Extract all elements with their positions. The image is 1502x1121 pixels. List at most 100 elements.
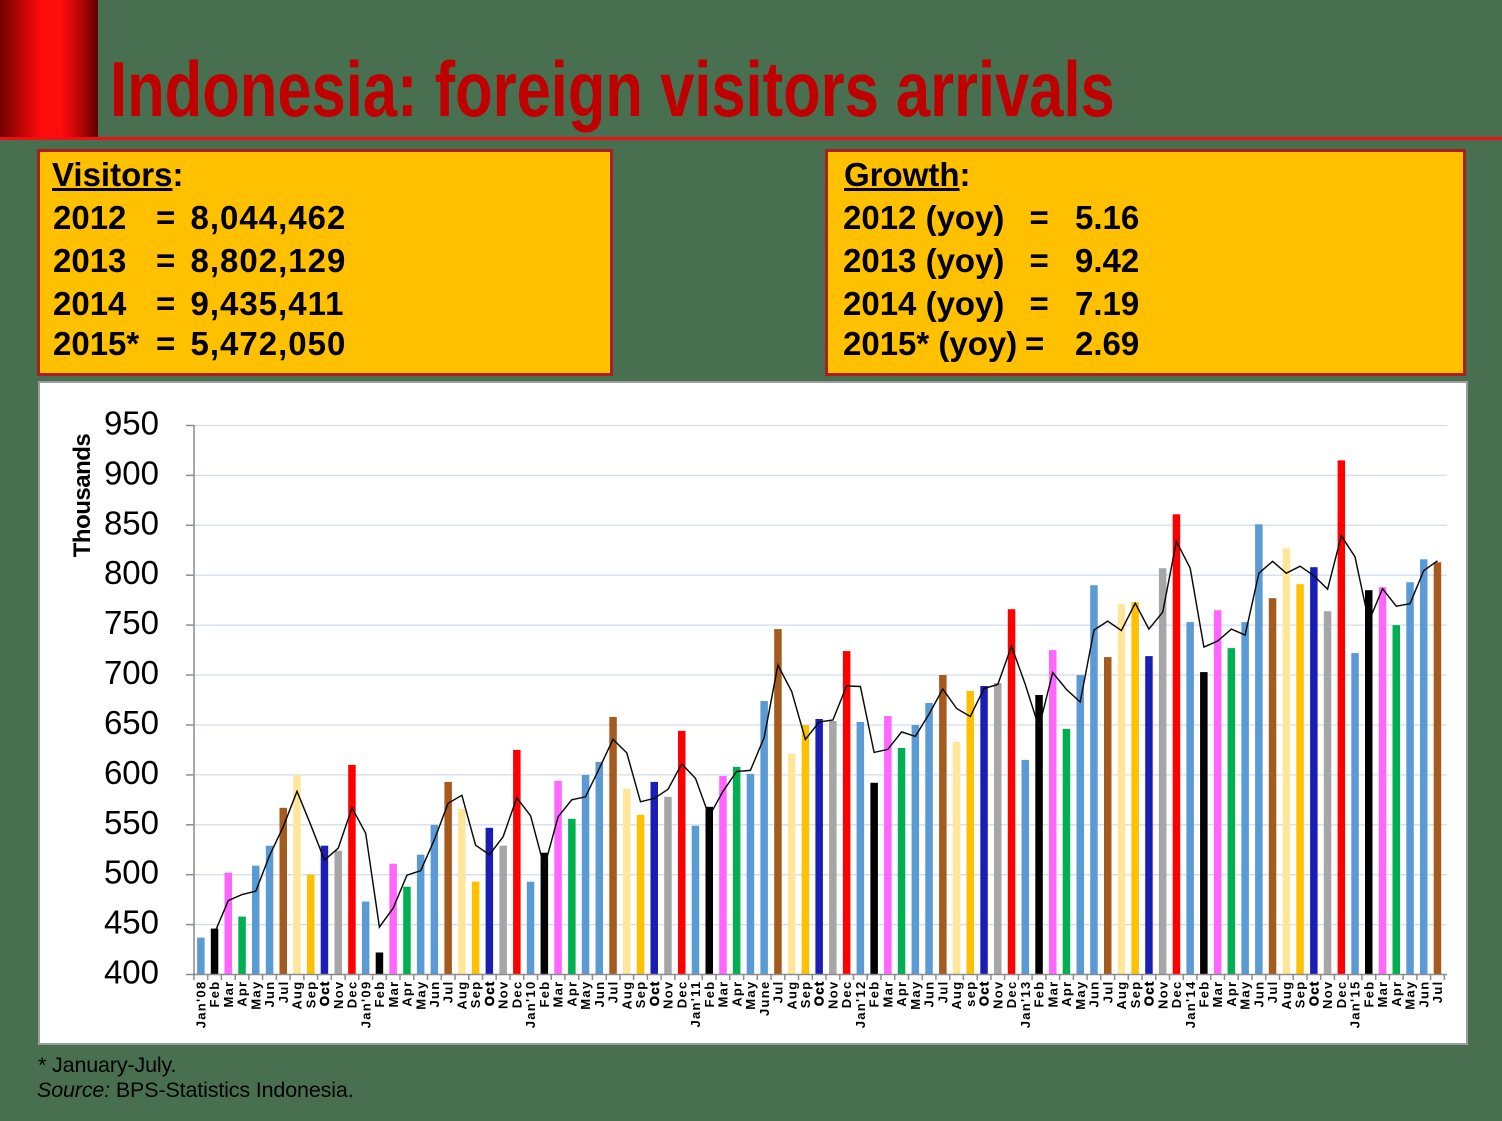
- svg-text:Aug: Aug: [949, 981, 964, 1010]
- svg-text:Apr: Apr: [400, 981, 415, 1007]
- svg-text:Oct: Oct: [482, 981, 497, 1007]
- svg-text:May: May: [1238, 981, 1253, 1010]
- svg-text:Dec: Dec: [345, 981, 360, 1009]
- svg-text:Oct: Oct: [977, 981, 992, 1007]
- svg-text:Nov: Nov: [1320, 981, 1335, 1009]
- svg-text:Aug: Aug: [619, 981, 634, 1010]
- svg-text:Mar: Mar: [1045, 981, 1060, 1008]
- svg-text:Jan'15: Jan'15: [1348, 981, 1363, 1029]
- svg-text:Apr: Apr: [1059, 981, 1074, 1007]
- svg-text:Jan'13: Jan'13: [1018, 981, 1033, 1029]
- svg-text:Mar: Mar: [716, 981, 731, 1008]
- svg-text:Sep: Sep: [303, 981, 318, 1009]
- svg-text:Jul: Jul: [935, 981, 950, 1004]
- svg-text:Feb: Feb: [702, 981, 717, 1008]
- svg-text:Apr: Apr: [1224, 981, 1239, 1007]
- svg-text:Feb: Feb: [1197, 981, 1212, 1008]
- svg-text:Jun: Jun: [1252, 981, 1267, 1008]
- svg-text:Sep: Sep: [1293, 981, 1308, 1009]
- svg-text:600: 600: [104, 754, 159, 791]
- svg-text:Nov: Nov: [331, 981, 346, 1009]
- svg-text:Jul: Jul: [1430, 981, 1445, 1004]
- svg-text:Jan'14: Jan'14: [1183, 981, 1198, 1029]
- svg-text:May: May: [578, 981, 593, 1010]
- svg-text:Feb: Feb: [1361, 981, 1376, 1008]
- svg-text:May: May: [1073, 981, 1088, 1010]
- svg-text:800: 800: [104, 554, 159, 591]
- svg-text:Apr: Apr: [235, 981, 250, 1007]
- svg-text:Oct: Oct: [1142, 981, 1157, 1007]
- svg-text:Sep: Sep: [1128, 981, 1143, 1009]
- svg-text:Sep: Sep: [633, 981, 648, 1009]
- svg-text:Jan'12: Jan'12: [853, 981, 868, 1029]
- svg-text:500: 500: [104, 854, 159, 891]
- svg-text:Jul: Jul: [1100, 981, 1115, 1004]
- svg-text:Feb: Feb: [867, 981, 882, 1008]
- svg-text:Feb: Feb: [207, 981, 222, 1008]
- svg-text:Dec: Dec: [1334, 981, 1349, 1009]
- svg-text:Aug: Aug: [290, 981, 305, 1010]
- svg-text:Dec: Dec: [839, 981, 854, 1009]
- svg-text:Mar: Mar: [1210, 981, 1225, 1008]
- svg-text:Jun: Jun: [922, 981, 937, 1008]
- svg-text:Jun: Jun: [427, 981, 442, 1008]
- svg-text:Nov: Nov: [1155, 981, 1170, 1009]
- svg-text:Jan'09: Jan'09: [358, 981, 373, 1029]
- svg-text:Sep: Sep: [798, 981, 813, 1009]
- svg-text:May: May: [248, 981, 263, 1010]
- svg-text:Feb: Feb: [372, 981, 387, 1008]
- svg-text:Jul: Jul: [276, 981, 291, 1004]
- svg-text:550: 550: [104, 804, 159, 841]
- svg-text:Aug: Aug: [784, 981, 799, 1010]
- svg-text:Jun: Jun: [1087, 981, 1102, 1008]
- svg-text:Jun: Jun: [592, 981, 607, 1008]
- svg-text:Mar: Mar: [386, 981, 401, 1008]
- svg-text:850: 850: [104, 504, 159, 541]
- svg-text:Jun: Jun: [1416, 981, 1431, 1008]
- svg-text:Mar: Mar: [221, 981, 236, 1008]
- svg-text:Sep: Sep: [468, 981, 483, 1009]
- svg-text:June: June: [757, 981, 772, 1017]
- svg-text:Nov: Nov: [661, 981, 676, 1009]
- svg-text:Dec: Dec: [1169, 981, 1184, 1009]
- svg-text:May: May: [413, 981, 428, 1010]
- svg-text:Aug: Aug: [455, 981, 470, 1010]
- svg-text:May: May: [1403, 981, 1418, 1010]
- svg-text:Jul: Jul: [771, 981, 786, 1004]
- svg-text:650: 650: [104, 704, 159, 741]
- svg-text:Feb: Feb: [537, 981, 552, 1008]
- svg-text:750: 750: [104, 604, 159, 641]
- svg-text:Aug: Aug: [1114, 981, 1129, 1010]
- svg-text:Nov: Nov: [826, 981, 841, 1009]
- svg-text:Dec: Dec: [674, 981, 689, 1009]
- svg-text:May: May: [908, 981, 923, 1010]
- svg-text:Mar: Mar: [880, 981, 895, 1008]
- svg-text:Jan'10: Jan'10: [523, 981, 538, 1029]
- svg-text:Nov: Nov: [990, 981, 1005, 1009]
- svg-text:Jul: Jul: [606, 981, 621, 1004]
- svg-text:Nov: Nov: [496, 981, 511, 1009]
- svg-text:450: 450: [104, 904, 159, 941]
- svg-text:Apr: Apr: [894, 981, 909, 1007]
- svg-text:Apr: Apr: [564, 981, 579, 1007]
- svg-text:Oct: Oct: [1306, 981, 1321, 1007]
- svg-text:Thousands: Thousands: [69, 434, 96, 558]
- svg-text:Jul: Jul: [1265, 981, 1280, 1004]
- svg-text:Feb: Feb: [1032, 981, 1047, 1008]
- svg-text:Jan'08: Jan'08: [193, 981, 208, 1029]
- svg-text:sep: sep: [963, 981, 978, 1007]
- svg-text:400: 400: [104, 954, 159, 991]
- svg-text:Apr: Apr: [729, 981, 744, 1007]
- svg-text:Jul: Jul: [441, 981, 456, 1004]
- svg-text:Dec: Dec: [1004, 981, 1019, 1009]
- svg-text:Mar: Mar: [1375, 981, 1390, 1008]
- svg-text:May: May: [743, 981, 758, 1010]
- svg-text:Apr: Apr: [1389, 981, 1404, 1007]
- svg-text:Jun: Jun: [262, 981, 277, 1008]
- svg-text:900: 900: [104, 454, 159, 491]
- svg-text:Oct: Oct: [647, 981, 662, 1007]
- svg-text:Mar: Mar: [551, 981, 566, 1008]
- svg-text:Oct: Oct: [812, 981, 827, 1007]
- svg-text:Dec: Dec: [509, 981, 524, 1009]
- svg-text:700: 700: [104, 654, 159, 691]
